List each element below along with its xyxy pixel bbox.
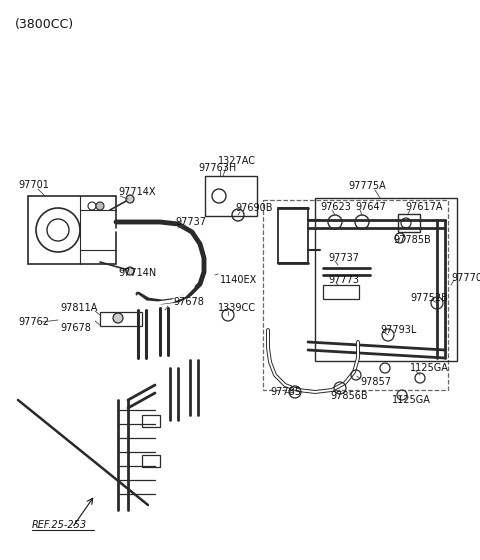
Text: 97701: 97701 xyxy=(18,180,49,190)
Circle shape xyxy=(126,267,134,275)
Text: 97623: 97623 xyxy=(320,202,351,212)
Text: 97763H: 97763H xyxy=(198,163,236,173)
Bar xyxy=(205,176,257,216)
Text: REF.25-253: REF.25-253 xyxy=(32,520,87,530)
Circle shape xyxy=(126,195,134,203)
Bar xyxy=(100,312,142,326)
Text: 1125GA: 1125GA xyxy=(392,395,431,405)
Text: 97714N: 97714N xyxy=(118,268,156,278)
Text: 97617A: 97617A xyxy=(405,202,443,212)
Text: 1140EX: 1140EX xyxy=(220,275,257,285)
Text: 97647: 97647 xyxy=(355,202,386,212)
Text: 97678: 97678 xyxy=(60,323,91,333)
Text: 97775A: 97775A xyxy=(348,181,386,191)
Bar xyxy=(323,285,359,299)
Bar xyxy=(278,208,308,263)
Text: 97762: 97762 xyxy=(18,317,49,327)
Text: 97770A: 97770A xyxy=(451,273,480,283)
Bar xyxy=(398,214,420,232)
Text: 1125GA: 1125GA xyxy=(410,363,449,373)
Text: 97752B: 97752B xyxy=(410,293,448,303)
Text: 97856B: 97856B xyxy=(330,391,368,401)
Circle shape xyxy=(96,202,104,210)
Text: 1327AC: 1327AC xyxy=(218,156,256,166)
Text: 97737: 97737 xyxy=(328,253,359,263)
Text: 1339CC: 1339CC xyxy=(218,303,256,313)
Circle shape xyxy=(113,313,123,323)
Text: (3800CC): (3800CC) xyxy=(15,18,74,31)
Bar xyxy=(315,198,457,361)
Text: 97678: 97678 xyxy=(173,297,204,307)
Text: 97811A: 97811A xyxy=(60,303,97,313)
Bar xyxy=(142,455,160,467)
Bar xyxy=(28,196,116,264)
Text: 97690B: 97690B xyxy=(235,203,273,213)
Text: 97714X: 97714X xyxy=(118,187,156,197)
Bar xyxy=(142,415,160,427)
Text: 97785: 97785 xyxy=(270,387,301,397)
Text: 97785B: 97785B xyxy=(393,235,431,245)
Text: 97773: 97773 xyxy=(328,275,359,285)
Bar xyxy=(263,200,448,390)
Text: 97793L: 97793L xyxy=(380,325,416,335)
Text: 97737: 97737 xyxy=(175,217,206,227)
Text: 97857: 97857 xyxy=(360,377,391,387)
